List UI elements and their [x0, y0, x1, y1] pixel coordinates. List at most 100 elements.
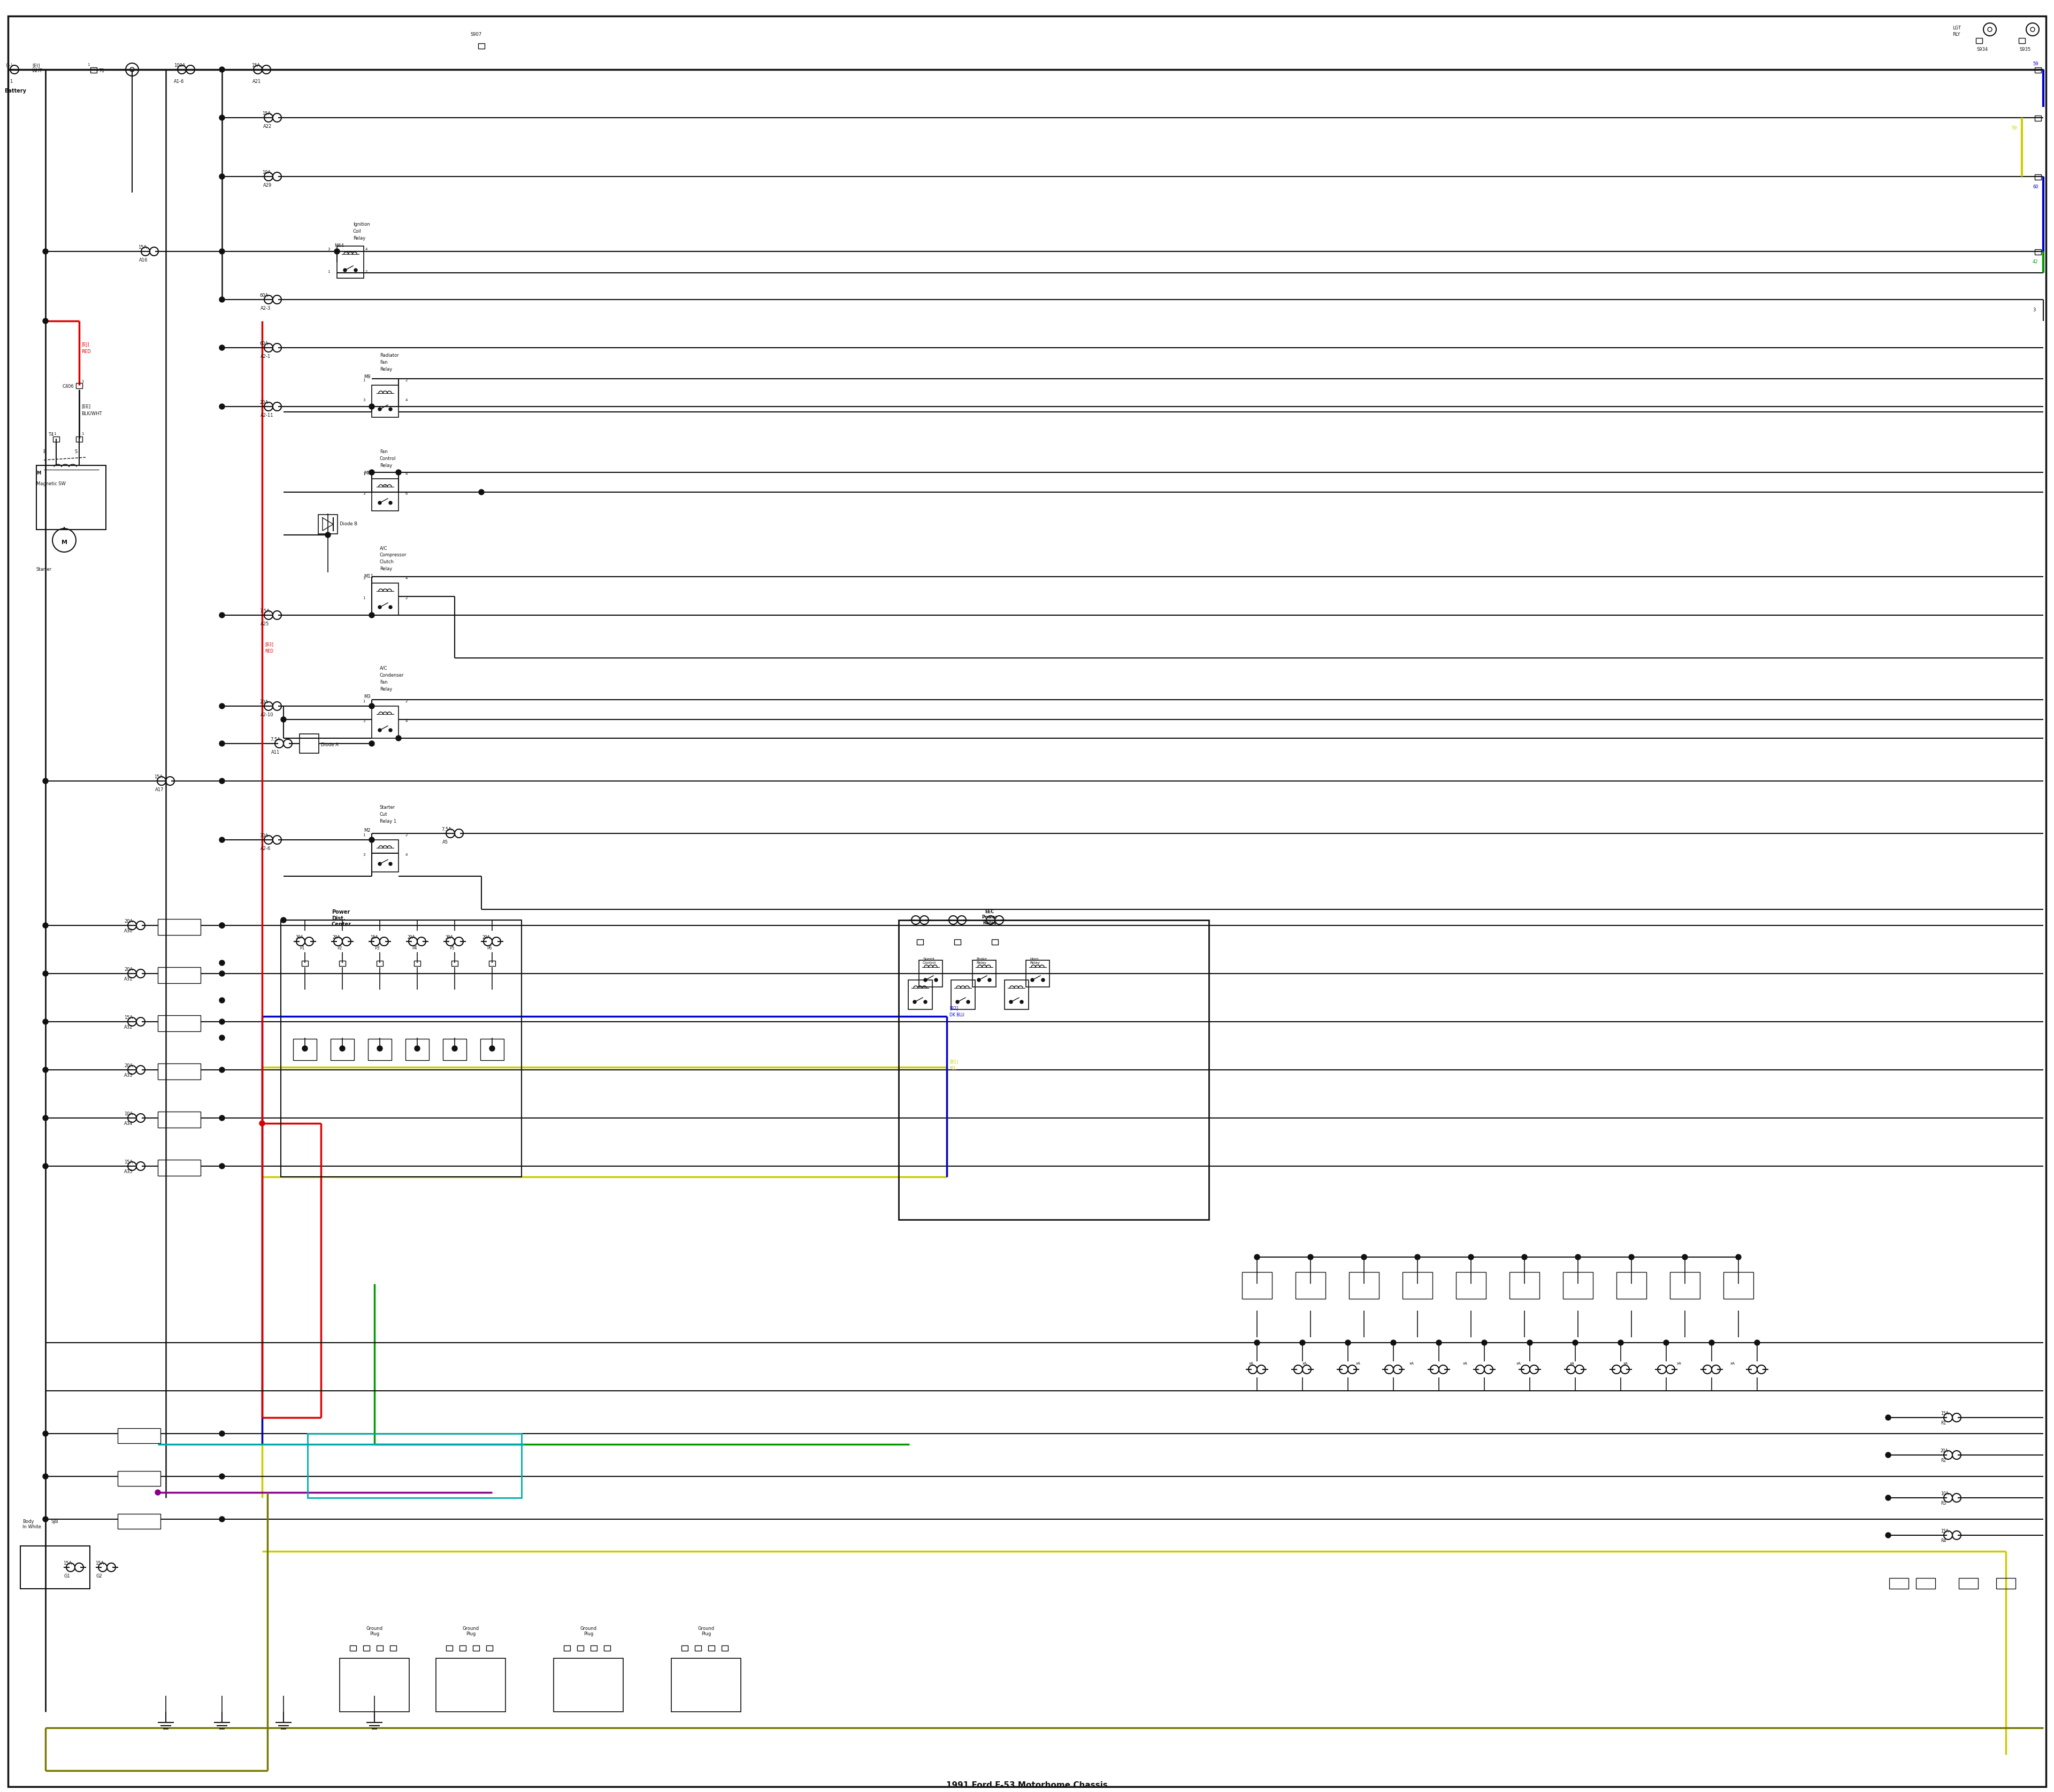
Bar: [364, 1645, 370, 1650]
Text: 7.5A: 7.5A: [442, 826, 452, 831]
Circle shape: [220, 1036, 224, 1041]
Bar: [1960, 1579, 1978, 1590]
Text: xA: xA: [1249, 1362, 1253, 1366]
Circle shape: [1009, 1000, 1013, 1004]
Text: A17: A17: [156, 787, 164, 792]
Circle shape: [378, 606, 382, 609]
Text: A2-11: A2-11: [261, 412, 273, 418]
Circle shape: [43, 1163, 47, 1168]
Text: P5: P5: [450, 946, 454, 950]
Bar: [339, 1658, 409, 1711]
Bar: [900, 919, 1210, 1220]
Bar: [337, 246, 364, 278]
Bar: [577, 1645, 583, 1650]
Text: Relay 1: Relay 1: [380, 819, 396, 824]
Text: A25: A25: [261, 622, 269, 627]
Bar: [158, 1063, 201, 1079]
Text: A29: A29: [263, 183, 271, 188]
Bar: [709, 1645, 715, 1650]
Circle shape: [220, 704, 224, 710]
Text: 20A: 20A: [333, 935, 341, 939]
Bar: [1670, 1272, 1701, 1299]
Bar: [415, 961, 421, 966]
Circle shape: [1345, 1340, 1352, 1346]
Circle shape: [220, 961, 224, 966]
Text: A32: A32: [123, 1025, 134, 1030]
Bar: [563, 1645, 571, 1650]
Bar: [281, 919, 522, 1177]
Text: 60A: 60A: [259, 340, 269, 346]
Text: [EI]: [EI]: [33, 63, 39, 68]
Text: S934: S934: [1976, 47, 1988, 52]
Bar: [487, 1645, 493, 1650]
Circle shape: [325, 532, 331, 538]
Text: 2: 2: [366, 271, 368, 274]
Circle shape: [1031, 978, 1033, 982]
Bar: [158, 919, 201, 935]
Text: S907: S907: [470, 32, 483, 38]
Circle shape: [378, 729, 382, 731]
Circle shape: [479, 489, 485, 495]
Circle shape: [343, 269, 347, 272]
Text: A31: A31: [123, 977, 134, 982]
Bar: [368, 1039, 392, 1061]
Text: Cut: Cut: [380, 812, 388, 817]
Circle shape: [259, 1120, 265, 1125]
Text: 15A: 15A: [1941, 1410, 1949, 1416]
Circle shape: [1021, 1000, 1023, 1004]
Text: 3: 3: [2033, 308, 2036, 312]
Text: C406: C406: [62, 383, 74, 389]
Circle shape: [1469, 1254, 1473, 1260]
Text: 15A: 15A: [370, 935, 378, 939]
Circle shape: [1255, 1340, 1259, 1346]
Bar: [117, 1471, 160, 1486]
Text: 1: 1: [327, 271, 331, 274]
Bar: [1349, 1272, 1378, 1299]
Bar: [308, 1434, 522, 1498]
Text: xA: xA: [1569, 1362, 1575, 1366]
Text: [B3]: [B3]: [265, 642, 273, 647]
Text: 2: 2: [405, 378, 409, 382]
Text: Power
Dist.
Center: Power Dist. Center: [331, 909, 351, 926]
Circle shape: [281, 717, 286, 722]
Circle shape: [388, 729, 392, 731]
Text: R1: R1: [1941, 1421, 1945, 1426]
Text: M11: M11: [364, 573, 374, 579]
Bar: [472, 1645, 479, 1650]
Circle shape: [1391, 1340, 1397, 1346]
Circle shape: [396, 470, 401, 475]
Text: R2: R2: [1941, 1459, 1945, 1462]
Text: 59: 59: [2011, 125, 2017, 131]
Circle shape: [220, 1068, 224, 1073]
Text: 1: 1: [364, 597, 366, 600]
Circle shape: [396, 735, 401, 740]
Text: Fan: Fan: [380, 450, 388, 453]
Circle shape: [489, 1047, 495, 1052]
Circle shape: [220, 403, 224, 409]
Text: P3: P3: [374, 946, 380, 950]
Text: Body
In White: Body In White: [23, 1520, 41, 1530]
Bar: [460, 1645, 466, 1650]
Circle shape: [43, 1020, 47, 1025]
Text: 30A: 30A: [259, 833, 269, 839]
Text: P2: P2: [337, 946, 343, 950]
Text: M: M: [37, 471, 41, 475]
Text: Ground
Plug: Ground Plug: [579, 1625, 598, 1636]
Text: P6: P6: [487, 946, 491, 950]
Circle shape: [924, 978, 926, 982]
Text: 3: 3: [327, 247, 331, 251]
Circle shape: [1255, 1254, 1259, 1260]
Text: 30A: 30A: [446, 935, 454, 939]
Bar: [76, 437, 82, 443]
Text: A1-6: A1-6: [175, 79, 185, 84]
Circle shape: [967, 1000, 969, 1004]
Bar: [376, 1645, 382, 1650]
Circle shape: [220, 115, 224, 120]
Text: [B2]: [B2]: [949, 1005, 957, 1011]
Text: Fan: Fan: [380, 679, 388, 685]
Text: 20A: 20A: [123, 968, 134, 971]
Circle shape: [353, 269, 357, 272]
Bar: [1616, 1272, 1647, 1299]
Text: M9: M9: [364, 375, 370, 380]
Text: xA: xA: [1623, 1362, 1629, 1366]
